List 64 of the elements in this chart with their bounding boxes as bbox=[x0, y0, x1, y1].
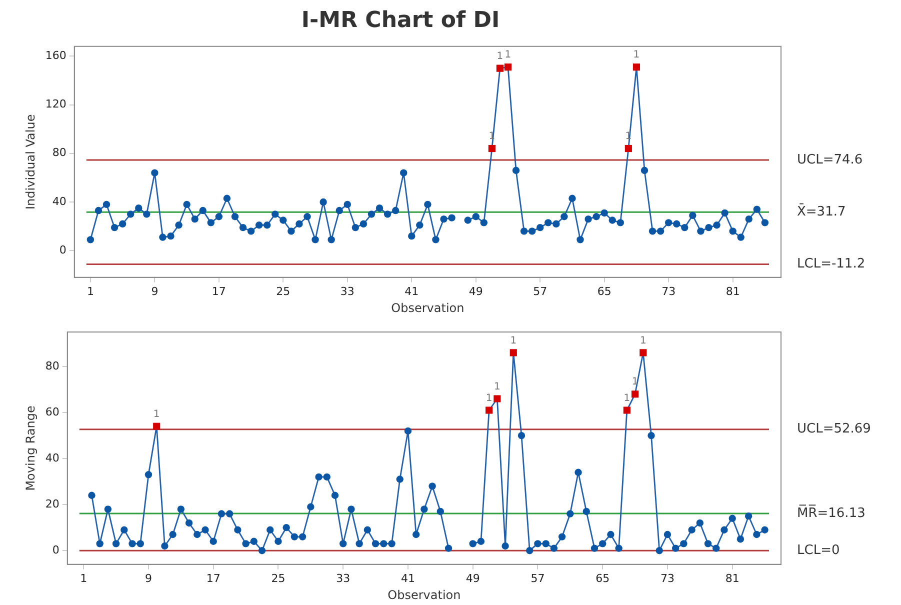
ref-line-label: LCL=0 bbox=[797, 542, 840, 558]
y-tick-label: 80 bbox=[52, 146, 66, 160]
x-tick-label: 65 bbox=[597, 284, 612, 298]
x-tick-label: 49 bbox=[466, 572, 480, 585]
x-tick-label: 49 bbox=[468, 284, 483, 298]
point bbox=[496, 64, 504, 72]
annotation: 1 bbox=[510, 335, 517, 346]
x-axis-title: Observation bbox=[388, 588, 461, 602]
y-tick-label: 60 bbox=[45, 405, 60, 418]
x-tick-label: 65 bbox=[596, 572, 610, 585]
x-tick-label: 73 bbox=[662, 284, 676, 298]
x-axis-title: Observation bbox=[391, 300, 464, 315]
point bbox=[488, 144, 496, 152]
x-tick-label: 9 bbox=[144, 572, 152, 585]
point bbox=[632, 64, 640, 71]
x-tick-label: 81 bbox=[726, 284, 740, 298]
x-tick-label: 25 bbox=[276, 284, 290, 298]
point bbox=[153, 422, 160, 430]
ref-line-label: M̅R̅=16.13 bbox=[797, 504, 866, 521]
ref-line-label: LCL=-11.2 bbox=[797, 256, 866, 272]
ref-line-label: UCL=74.6 bbox=[797, 152, 863, 168]
annotation: 1 bbox=[494, 381, 500, 392]
y-tick-label: 160 bbox=[45, 48, 66, 62]
x-tick-label: 81 bbox=[725, 572, 740, 585]
x-tick-label: 33 bbox=[336, 572, 350, 585]
chart-title: I-MR Chart of DI bbox=[301, 8, 500, 33]
annotation: 1 bbox=[153, 408, 160, 420]
annotation: 1 bbox=[640, 335, 646, 346]
annotation: 1 bbox=[633, 50, 640, 61]
y-tick-label: 40 bbox=[45, 451, 60, 464]
x-tick-label: 9 bbox=[151, 284, 158, 298]
x-tick-label: 73 bbox=[660, 572, 674, 585]
point bbox=[510, 349, 517, 356]
y-tick-label: 0 bbox=[59, 244, 66, 257]
x-tick-label: 1 bbox=[80, 572, 88, 585]
ref-line-label: UCL=52.69 bbox=[797, 422, 871, 437]
annotation: 1 bbox=[624, 392, 630, 404]
point bbox=[623, 406, 630, 414]
x-tick-label: 33 bbox=[340, 284, 354, 298]
point bbox=[486, 406, 493, 414]
y-axis-title: Moving Range bbox=[23, 406, 38, 491]
point bbox=[494, 395, 501, 402]
x-tick-label: 17 bbox=[212, 284, 226, 298]
annotation: 1 bbox=[486, 392, 492, 404]
x-tick-label: 41 bbox=[400, 572, 415, 585]
x-tick-label: 57 bbox=[533, 284, 548, 298]
point bbox=[640, 349, 647, 356]
annotation: 1 bbox=[496, 50, 504, 62]
point bbox=[632, 390, 639, 398]
x-tick-label: 57 bbox=[530, 572, 545, 585]
x-tick-label: 1 bbox=[86, 284, 94, 298]
y-axis-title: Individual Value bbox=[23, 114, 38, 210]
y-tick-label: 0 bbox=[52, 543, 60, 556]
y-tick-label: 120 bbox=[45, 98, 66, 111]
ref-line-label: X̄=31.7 bbox=[797, 203, 846, 220]
y-tick-label: 80 bbox=[45, 359, 60, 372]
x-tick-label: 17 bbox=[206, 572, 220, 585]
point bbox=[624, 144, 632, 152]
point bbox=[504, 64, 512, 71]
annotation: 1 bbox=[504, 50, 512, 61]
y-tick-label: 20 bbox=[45, 497, 60, 510]
x-tick-label: 25 bbox=[271, 572, 286, 585]
x-tick-label: 41 bbox=[404, 284, 419, 298]
y-tick-label: 40 bbox=[52, 194, 66, 208]
